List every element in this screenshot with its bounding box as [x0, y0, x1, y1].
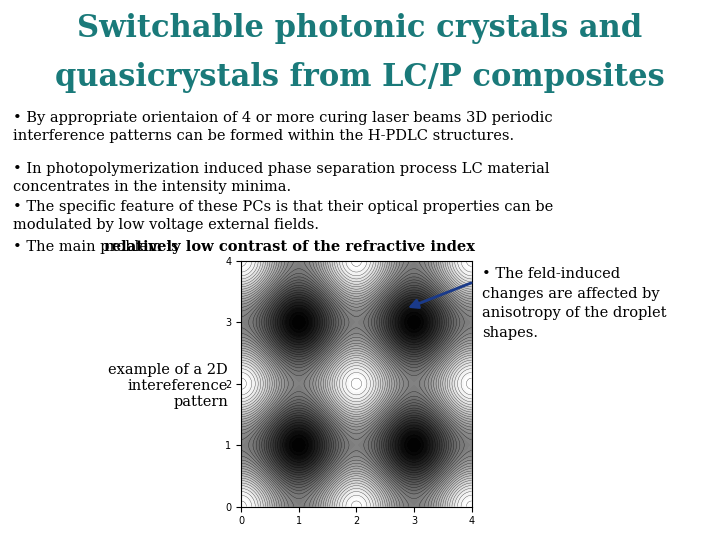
Text: Switchable photonic crystals and: Switchable photonic crystals and — [77, 14, 643, 44]
Text: • In photopolymerization induced phase separation process LC material
concentrat: • In photopolymerization induced phase s… — [13, 162, 549, 194]
Text: • The main problem is: • The main problem is — [13, 240, 183, 254]
Text: relatively low contrast of the refractive index: relatively low contrast of the refractiv… — [104, 240, 475, 254]
Text: • The specific feature of these PCs is that their optical properties can be
modu: • The specific feature of these PCs is t… — [13, 200, 553, 232]
Text: • By appropriate orientaion of 4 or more curing laser beams 3D periodic
interfer: • By appropriate orientaion of 4 or more… — [13, 111, 552, 143]
Text: quasicrystals from LC/P composites: quasicrystals from LC/P composites — [55, 62, 665, 93]
Text: • The feld-induced
changes are affected by
anisotropy of the droplet
shapes.: • The feld-induced changes are affected … — [482, 267, 667, 340]
Text: example of a 2D
intereference
pattern: example of a 2D intereference pattern — [109, 363, 228, 409]
